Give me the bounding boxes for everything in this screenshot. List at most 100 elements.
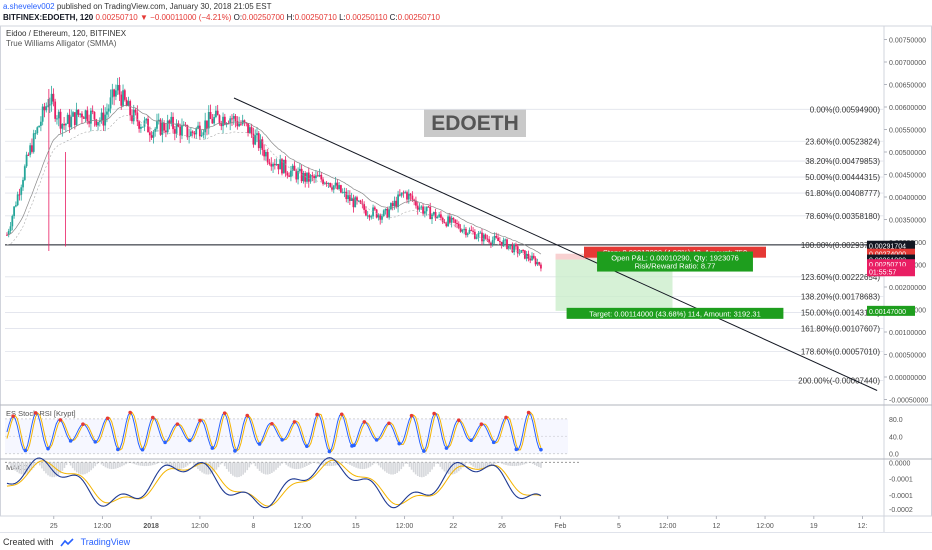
time-tick-label: 19	[810, 523, 818, 530]
candle-body	[316, 175, 319, 177]
candle-body	[348, 195, 351, 201]
macd-histogram-bar	[308, 462, 310, 465]
candle-body	[313, 176, 316, 179]
candle-body	[438, 214, 441, 217]
candle-body	[320, 174, 323, 180]
candle-body	[213, 117, 216, 124]
macd-histogram-bar	[115, 462, 117, 469]
candle-body	[111, 89, 114, 98]
macd-histogram-bar	[453, 462, 456, 474]
candle-body	[132, 109, 135, 122]
time-tick-label: 12:00	[191, 523, 209, 530]
symbol-label[interactable]: BITFINEX:EDOETH, 120	[3, 13, 94, 22]
macd-histogram-bar	[490, 462, 493, 466]
candle-body	[432, 212, 435, 215]
footer: Created with TradingView	[0, 532, 932, 550]
rsi-signal-dot	[315, 412, 319, 417]
macd-histogram-bar	[180, 462, 183, 469]
fib-level-label: 23.60%(0.00523824)	[805, 137, 880, 146]
rsi-signal-dot	[140, 447, 145, 452]
candle-body	[43, 106, 46, 111]
time-tick-label: Feb	[554, 523, 566, 530]
rsi-signal-dot	[270, 421, 274, 426]
candle-body	[286, 172, 289, 176]
rsi-signal-dot	[327, 449, 332, 454]
macd-histogram-bar	[65, 462, 68, 466]
macd-histogram-bar	[75, 462, 78, 473]
candle-body	[211, 118, 214, 124]
alligator-line	[6, 104, 542, 255]
macd-histogram-bar	[404, 462, 407, 464]
macd-histogram-bar	[303, 462, 306, 467]
candle-body	[118, 84, 121, 95]
candle-body	[122, 90, 124, 106]
candle-body	[379, 214, 382, 220]
macd-histogram-bar	[230, 462, 232, 474]
candle-body	[357, 200, 360, 202]
macd-histogram-bar	[135, 462, 138, 465]
macd-histogram-bar	[468, 462, 470, 464]
macd-histogram-bar	[193, 462, 195, 465]
candle-body	[370, 216, 373, 218]
candle-body	[98, 120, 101, 123]
candle-body	[400, 192, 403, 196]
candle-body	[341, 192, 344, 194]
candle-body	[427, 206, 430, 208]
candle-body	[11, 216, 14, 227]
macd-histogram-bar	[410, 462, 413, 470]
macd-histogram-bar	[318, 462, 320, 465]
candle-body	[195, 128, 198, 135]
candle-body	[18, 194, 21, 196]
candle-body	[77, 109, 80, 115]
macd-histogram-bar	[517, 462, 520, 466]
candle-body	[250, 127, 253, 134]
candle-body	[352, 198, 355, 208]
candle-body	[465, 228, 467, 236]
candle-body	[404, 192, 407, 194]
macd-histogram-bar	[538, 462, 540, 468]
macd-histogram-bar	[367, 462, 370, 468]
candle-body	[329, 182, 332, 187]
macd-histogram-bar	[269, 462, 271, 474]
candle-body	[441, 217, 444, 223]
candle-body	[190, 131, 192, 137]
macd-histogram-bar	[69, 462, 72, 466]
candle-body	[39, 121, 42, 126]
candle-body	[420, 206, 423, 208]
candle-body	[409, 193, 412, 196]
candle-body	[509, 245, 512, 247]
author-link[interactable]: a.shevelev002	[3, 2, 55, 11]
candle-body	[198, 125, 201, 137]
tradingview-brand-link[interactable]: TradingView	[80, 537, 131, 547]
time-tick-label: 26	[498, 523, 506, 530]
candle-body	[273, 163, 276, 166]
time-tick-label: 25	[50, 523, 58, 530]
macd-histogram-bar	[275, 462, 277, 470]
rsi-signal-dot	[68, 439, 73, 443]
macd-histogram-bar	[287, 462, 290, 467]
time-tick-label: 12:	[858, 523, 868, 530]
macd-histogram-bar	[340, 462, 343, 464]
macd-histogram-bar	[39, 462, 41, 466]
time-tick-label: 15	[352, 523, 360, 530]
candle-body	[443, 222, 446, 224]
candle-body	[193, 132, 196, 135]
low-key: L:	[339, 13, 346, 22]
price-tick-label: 0.00450000	[889, 173, 926, 180]
candle-body	[91, 110, 94, 112]
macd-histogram-bar	[104, 462, 107, 468]
candle-body	[131, 115, 133, 122]
candle-body	[473, 231, 476, 239]
candle-body	[413, 199, 416, 201]
rsi-signal-dot	[456, 418, 461, 423]
chart-canvas[interactable]: 0.00750000 0.00700000 0.00650000 0.00600000…	[0, 24, 932, 532]
macd-histogram-bar	[342, 462, 345, 463]
macd-histogram-bar	[513, 462, 516, 467]
candle-body	[197, 125, 199, 129]
macd-histogram-bar	[379, 462, 382, 468]
price-tag: 0.00147000	[869, 309, 906, 316]
macd-histogram-bar	[386, 462, 388, 473]
candle-body	[54, 101, 57, 119]
macd-histogram-bar	[505, 462, 507, 466]
candle-body	[52, 93, 55, 102]
